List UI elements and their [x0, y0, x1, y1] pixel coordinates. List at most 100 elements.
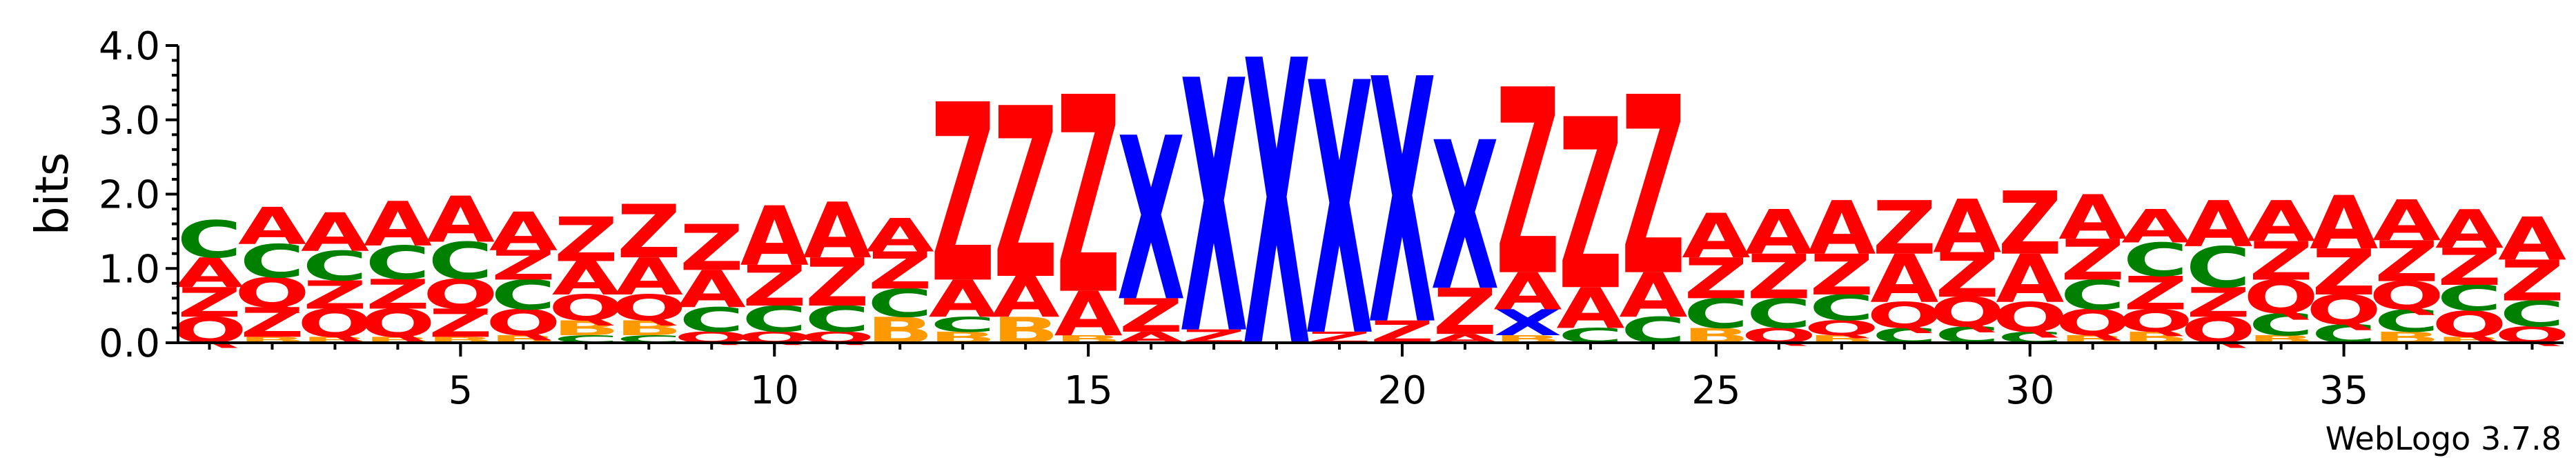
logo-letter-z-pos-28: Z	[1872, 186, 1936, 271]
logo-letter-q-pos-31: Q	[2055, 303, 2130, 344]
logo-glyph-stacks: QZACBZQCABQZCABQZCABZQCABQCZACBQAZCBQAZQ…	[172, 0, 2570, 436]
logo-letter-z-pos-31: Z	[2061, 228, 2125, 293]
logo-letter-z-pos-23: Z	[1558, 70, 1622, 343]
logo-letter-a-pos-8: A	[615, 247, 683, 306]
logo-letter-c-pos-3: C	[302, 242, 367, 290]
logo-letter-q-pos-2: Q	[235, 269, 310, 317]
logo-letter-z-pos-2: Z	[240, 299, 304, 346]
logo-letter-a-pos-4: A	[364, 189, 432, 260]
logo-letter-c-pos-9: C	[679, 301, 744, 340]
logo-letter-z-pos-11: Z	[805, 244, 869, 321]
logo-letter-b-pos-8: B	[616, 317, 683, 340]
y-tick-label: 0.0	[99, 321, 160, 366]
logo-letter-c-pos-38: C	[2500, 294, 2565, 335]
logo-letter-x-pos-19: X	[1306, 11, 1374, 414]
logo-letter-c-pos-32: C	[2123, 234, 2188, 288]
logo-letter-q-pos-4: Q	[360, 301, 435, 346]
logo-letter-x-pos-20: X	[1368, 9, 1437, 401]
logo-letter-a-pos-7: A	[552, 252, 620, 306]
logo-letter-c-pos-1: C	[177, 210, 242, 270]
logo-letter-z-pos-13: Z	[931, 52, 995, 338]
logo-letter-z-pos-16: Z	[1119, 290, 1183, 343]
logo-letter-a-pos-28: A	[1870, 241, 1939, 318]
logo-letter-x-pos-17: X	[1180, 9, 1248, 412]
logo-letter-z-pos-15: Z	[1056, 41, 1121, 355]
logo-letter-c-pos-25: C	[1684, 290, 1749, 337]
logo-letter-a-pos-10: A	[740, 190, 809, 284]
logo-letter-q-pos-8: Q	[611, 288, 687, 329]
logo-letter-a-pos-26: A	[1744, 197, 1813, 268]
logo-letter-q-pos-37: Q	[2432, 304, 2507, 346]
logo-letter-q-pos-5: Q	[423, 270, 498, 318]
logo-letter-a-pos-33: A	[2184, 188, 2252, 261]
logo-letter-a-pos-24: A	[1619, 260, 1687, 331]
logo-letter-a-pos-9: A	[678, 260, 746, 319]
logo-letter-z-pos-7: Z	[554, 204, 618, 275]
logo-letter-a-pos-13: A	[929, 270, 997, 329]
logo-letter-a-pos-25: A	[1682, 201, 1750, 272]
logo-letter-a-pos-2: A	[238, 197, 306, 256]
logo-letter-a-pos-29: A	[1933, 184, 2001, 270]
logo-letter-z-pos-30: Z	[1998, 173, 2062, 274]
logo-letter-a-pos-12: A	[866, 209, 934, 263]
logo-letter-z-pos-36: Z	[2375, 230, 2439, 295]
logo-letter-c-pos-13: C	[930, 312, 995, 336]
x-tick-label: 5	[449, 368, 473, 413]
logo-letter-x-pos-22: X	[1494, 303, 1562, 344]
logo-letter-z-pos-21: Z	[1433, 276, 1497, 349]
logo-letter-a-pos-32: A	[2121, 200, 2190, 254]
logo-letter-a-pos-31: A	[2058, 182, 2127, 253]
logo-letter-c-pos-5: C	[428, 232, 493, 291]
logo-letter-a-pos-35: A	[2310, 181, 2378, 266]
logo-letter-a-pos-11: A	[803, 187, 872, 276]
logo-letter-c-pos-33: C	[2186, 235, 2251, 301]
logo-letter-q-pos-29: Q	[1929, 288, 2005, 336]
logo-letter-a-pos-22: A	[1493, 262, 1562, 321]
logo-letter-q-pos-35: Q	[2306, 286, 2381, 334]
x-tick-label: 20	[1377, 368, 1426, 413]
logo-letter-z-pos-35: Z	[2312, 237, 2376, 310]
y-tick-label: 3.0	[99, 99, 160, 143]
logo-letter-z-pos-4: Z	[366, 270, 430, 318]
logo-letter-z-pos-24: Z	[1621, 45, 1685, 330]
logo-letter-c-pos-2: C	[239, 235, 304, 289]
logo-letter-z-pos-26: Z	[1747, 241, 1811, 312]
logo-letter-z-pos-10: Z	[743, 254, 807, 319]
logo-letter-z-pos-14: Z	[994, 59, 1058, 332]
logo-letter-q-pos-3: Q	[297, 301, 373, 346]
logo-letter-a-pos-37: A	[2435, 199, 2504, 261]
logo-letter-x-pos-18: X	[1243, 0, 1311, 436]
logo-letter-z-pos-22: Z	[1496, 37, 1560, 333]
logo-letter-z-pos-32: Z	[2123, 267, 2187, 321]
logo-letter-a-pos-1: A	[175, 249, 244, 297]
logo-letter-c-pos-36: C	[2375, 303, 2439, 339]
logo-letter-z-pos-29: Z	[1935, 240, 1999, 311]
logo-letter-a-pos-36: A	[2372, 188, 2441, 254]
logo-letter-z-pos-1: Z	[177, 279, 242, 326]
logo-letter-a-pos-3: A	[301, 201, 369, 263]
logo-letter-a-pos-6: A	[489, 201, 558, 263]
logo-letter-z-pos-37: Z	[2437, 237, 2501, 297]
logo-letter-q-pos-6: Q	[486, 303, 561, 344]
logo-letter-z-pos-38: Z	[2500, 249, 2564, 314]
x-tick-label: 10	[750, 368, 799, 413]
logo-letter-a-pos-14: A	[992, 265, 1060, 330]
logo-letter-q-pos-30: Q	[1992, 294, 2067, 341]
logo-letter-z-pos-34: Z	[2249, 230, 2313, 292]
x-tick-label: 30	[2005, 368, 2054, 413]
logo-letter-c-pos-26: C	[1747, 290, 1811, 337]
logo-letter-c-pos-27: C	[1809, 288, 1874, 329]
x-tick-label: 25	[1691, 368, 1740, 413]
logo-letter-q-pos-7: Q	[549, 288, 624, 329]
logo-letter-q-pos-34: Q	[2243, 271, 2319, 325]
logo-letter-z-pos-27: Z	[1809, 243, 1874, 308]
logo-letter-b-pos-7: B	[553, 317, 620, 340]
logo-letter-c-pos-11: C	[805, 299, 869, 340]
logo-letter-z-pos-5: Z	[429, 301, 493, 346]
logo-letter-z-pos-6: Z	[491, 241, 555, 289]
y-tick-label: 1.0	[99, 247, 160, 292]
logo-letter-a-pos-30: A	[1996, 241, 2065, 318]
logo-letter-q-pos-32: Q	[2118, 303, 2193, 339]
y-axis-label: bits	[26, 152, 79, 236]
